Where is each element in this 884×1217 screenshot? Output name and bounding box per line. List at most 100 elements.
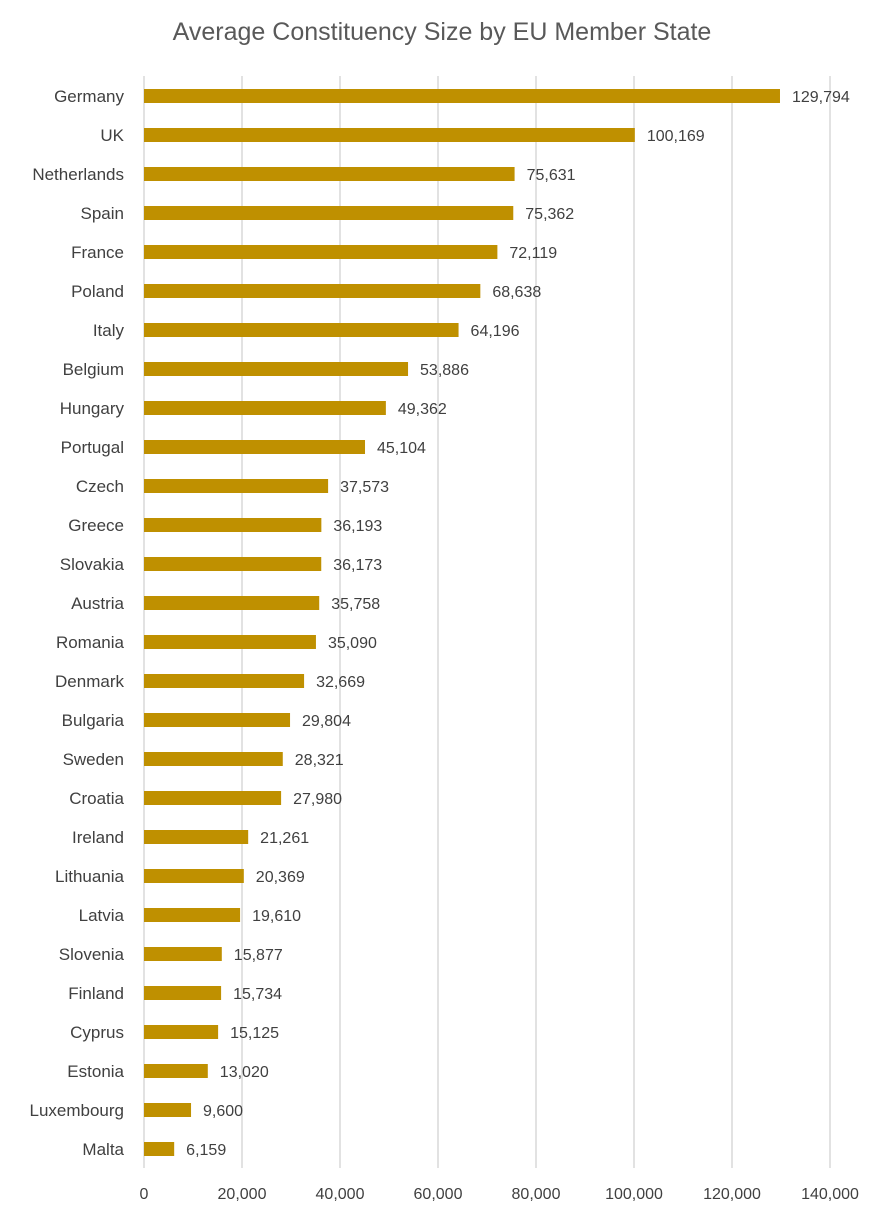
bar bbox=[144, 713, 291, 727]
bar bbox=[144, 1025, 219, 1039]
category-label: Romania bbox=[56, 633, 125, 652]
data-label: 32,669 bbox=[316, 674, 365, 691]
data-label: 36,193 bbox=[333, 518, 382, 535]
category-label: Greece bbox=[68, 516, 124, 535]
bar bbox=[144, 1142, 175, 1156]
bar bbox=[144, 440, 366, 454]
bar bbox=[144, 362, 409, 376]
bar bbox=[144, 869, 244, 883]
category-label: Latvia bbox=[79, 906, 125, 925]
data-label: 75,631 bbox=[527, 167, 576, 184]
data-label: 9,600 bbox=[203, 1103, 243, 1120]
category-label: Germany bbox=[54, 87, 124, 106]
data-label: 35,758 bbox=[331, 596, 380, 613]
data-label: 15,125 bbox=[230, 1025, 279, 1042]
data-label: 37,573 bbox=[340, 479, 389, 496]
bar bbox=[144, 245, 498, 259]
bar bbox=[144, 908, 241, 922]
data-label: 36,173 bbox=[333, 557, 382, 574]
data-label: 15,877 bbox=[234, 947, 283, 964]
data-label: 6,159 bbox=[186, 1142, 226, 1159]
data-label: 28,321 bbox=[295, 752, 344, 769]
category-label: Lithuania bbox=[55, 867, 125, 886]
bar bbox=[144, 596, 320, 610]
category-label: Bulgaria bbox=[62, 711, 125, 730]
data-label: 19,610 bbox=[252, 908, 301, 925]
bar bbox=[144, 752, 283, 766]
bar bbox=[144, 128, 635, 142]
bar bbox=[144, 323, 459, 337]
bar bbox=[144, 635, 316, 649]
x-tick-label: 100,000 bbox=[605, 1186, 663, 1203]
bar bbox=[144, 557, 322, 571]
gridlines bbox=[143, 76, 831, 1168]
x-tick-label: 80,000 bbox=[512, 1186, 561, 1203]
category-label: Cyprus bbox=[70, 1023, 124, 1042]
data-label: 72,119 bbox=[509, 245, 557, 262]
data-label: 15,734 bbox=[233, 986, 282, 1003]
category-label: France bbox=[71, 243, 124, 262]
bar bbox=[144, 1064, 208, 1078]
x-tick-label: 60,000 bbox=[414, 1186, 463, 1203]
category-label: Belgium bbox=[63, 360, 124, 379]
data-label: 21,261 bbox=[260, 830, 309, 847]
data-label: 35,090 bbox=[328, 635, 377, 652]
bar bbox=[144, 401, 386, 415]
category-label: Slovenia bbox=[59, 945, 125, 964]
category-label: Portugal bbox=[61, 438, 124, 457]
bar bbox=[144, 479, 329, 493]
chart-title: Average Constituency Size by EU Member S… bbox=[172, 18, 712, 46]
data-label: 100,169 bbox=[647, 128, 705, 145]
bar bbox=[144, 167, 515, 181]
category-label: Denmark bbox=[55, 672, 124, 691]
category-label: Croatia bbox=[69, 789, 124, 808]
data-label: 53,886 bbox=[420, 362, 469, 379]
bar bbox=[144, 518, 322, 532]
category-label: Hungary bbox=[60, 399, 125, 418]
x-tick-label: 140,000 bbox=[801, 1186, 859, 1203]
category-label: Czech bbox=[76, 477, 124, 496]
x-axis-ticks: 0 20,000 40,000 60,000 80,000 100,000 120,000 1… bbox=[140, 1186, 859, 1203]
bar bbox=[144, 1103, 192, 1117]
data-label: 45,104 bbox=[377, 440, 426, 457]
category-label: Italy bbox=[93, 321, 125, 340]
category-label: Austria bbox=[71, 594, 124, 613]
bar bbox=[144, 206, 514, 220]
category-label: Ireland bbox=[72, 828, 124, 847]
value-labels: 129,794 100,169 75,631 75,362 72,119 68,638 64… bbox=[186, 89, 850, 1159]
bar bbox=[144, 791, 282, 805]
category-label: Slovakia bbox=[60, 555, 125, 574]
data-label: 29,804 bbox=[302, 713, 351, 730]
bar bbox=[144, 830, 249, 844]
data-label: 13,020 bbox=[220, 1064, 269, 1081]
x-tick-label: 120,000 bbox=[703, 1186, 761, 1203]
x-tick-label: 0 bbox=[140, 1186, 149, 1203]
category-label: Estonia bbox=[67, 1062, 124, 1081]
data-label: 20,369 bbox=[256, 869, 305, 886]
bar bbox=[144, 89, 780, 103]
x-tick-label: 40,000 bbox=[316, 1186, 365, 1203]
bars bbox=[144, 89, 780, 1156]
bar bbox=[144, 986, 222, 1000]
x-tick-label: 20,000 bbox=[218, 1186, 267, 1203]
data-label: 75,362 bbox=[525, 206, 574, 223]
category-label: Luxembourg bbox=[29, 1101, 124, 1120]
category-label: Spain bbox=[81, 204, 124, 223]
bar bbox=[144, 947, 222, 961]
category-label: Sweden bbox=[63, 750, 124, 769]
category-labels: Germany UK Netherlands Spain France Poland Ita… bbox=[29, 87, 124, 1159]
data-label: 49,362 bbox=[398, 401, 447, 418]
bar bbox=[144, 284, 481, 298]
category-label: Malta bbox=[82, 1140, 124, 1159]
category-label: Finland bbox=[68, 984, 124, 1003]
data-label: 27,980 bbox=[293, 791, 342, 808]
data-label: 68,638 bbox=[492, 284, 541, 301]
category-label: Netherlands bbox=[32, 165, 124, 184]
category-label: UK bbox=[100, 126, 124, 145]
category-label: Poland bbox=[71, 282, 124, 301]
bar bbox=[144, 674, 305, 688]
data-label: 129,794 bbox=[792, 89, 850, 106]
data-label: 64,196 bbox=[471, 323, 520, 340]
